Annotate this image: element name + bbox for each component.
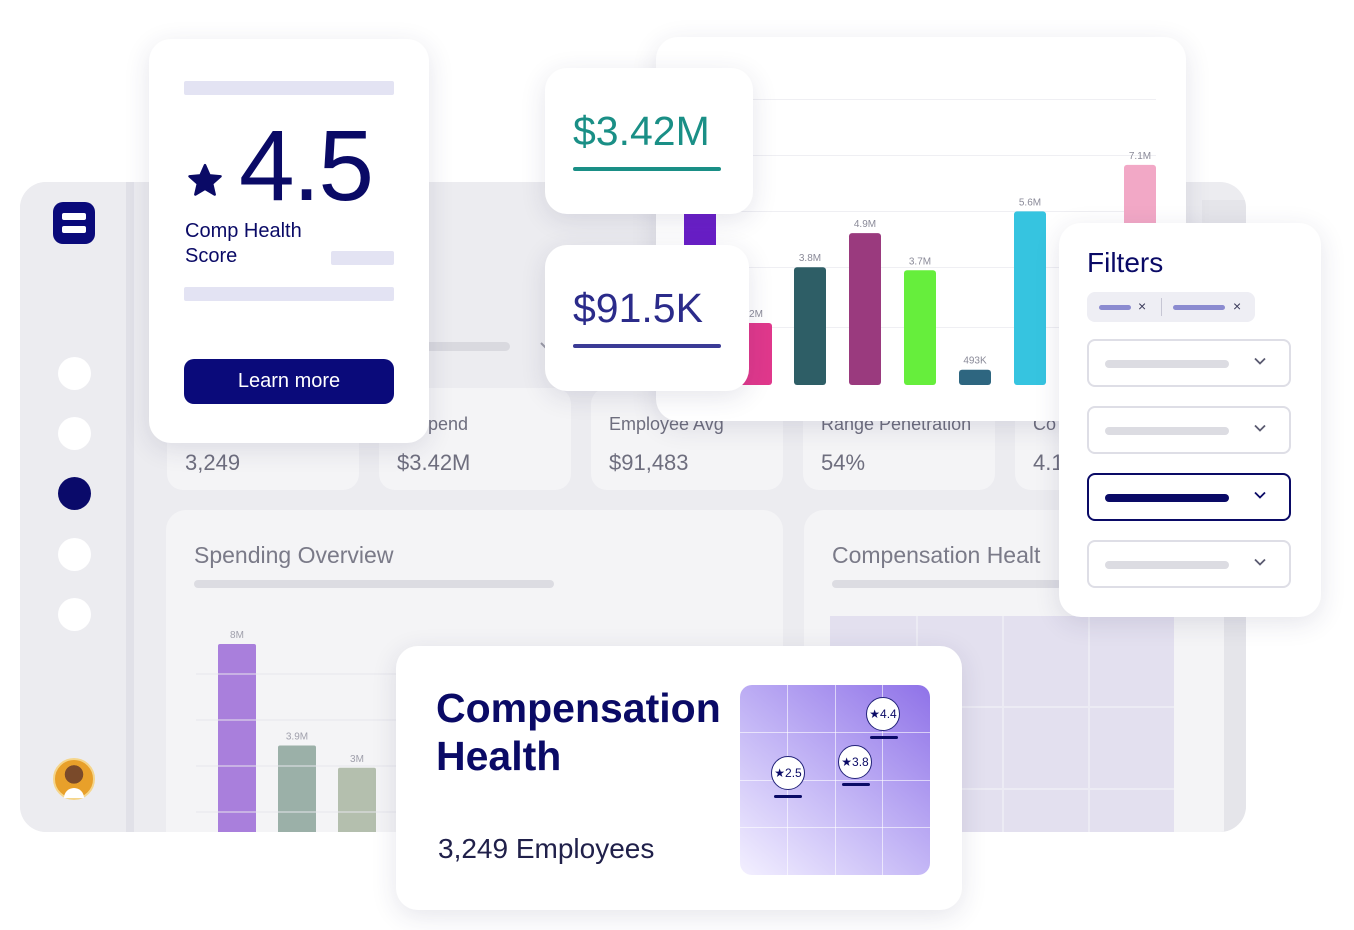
employee-avg-card: $91.5K xyxy=(545,245,749,391)
comp-health-title: Compensation Health xyxy=(436,685,721,779)
close-icon[interactable]: × xyxy=(1233,298,1242,314)
stat-value: $3.42M xyxy=(397,450,471,475)
bar-7 xyxy=(1014,211,1046,385)
bar-5 xyxy=(904,270,936,385)
panel-title: Compensation Healt xyxy=(832,542,1041,568)
filter-dropdown-4[interactable] xyxy=(1087,540,1291,588)
stat-value: 3,249 xyxy=(185,450,241,475)
bar-label: 493K xyxy=(963,356,987,367)
employee-count: 3,249 Employees xyxy=(438,833,655,864)
filter-chip-2 xyxy=(1173,305,1225,310)
panel-underline xyxy=(194,580,554,588)
total-spend-card: $3.42M xyxy=(545,68,753,214)
placeholder-line xyxy=(184,287,394,301)
score-label: Comp Health Score xyxy=(185,220,302,267)
comp-health-score-card: 4.5 Comp Health Score Learn more xyxy=(149,39,429,443)
bar-label: 4.9M xyxy=(854,219,876,230)
score-pin-top[interactable]: ★4.4 xyxy=(866,697,900,731)
chevron-down-icon xyxy=(1254,357,1266,365)
bar-4 xyxy=(849,233,881,385)
panel-title: Spending Overview xyxy=(194,542,394,568)
spend-bar-label: 8M xyxy=(230,630,244,641)
sidebar-divider xyxy=(126,182,134,832)
spend-bar-3 xyxy=(338,767,376,832)
score-pin-left[interactable]: ★2.5 xyxy=(771,756,805,790)
filter-dropdown-1[interactable] xyxy=(1087,339,1291,387)
total-spend-underline xyxy=(573,167,721,171)
bar-label: 3.8M xyxy=(799,253,821,264)
stat-value: 54% xyxy=(821,450,866,475)
filter-dropdown-2[interactable] xyxy=(1087,406,1291,454)
dashboard-select[interactable] xyxy=(410,326,560,366)
nav-item-1[interactable] xyxy=(58,357,91,390)
compensation-quadrant: ★4.4 ★3.8 ★2.5 xyxy=(740,685,930,875)
bar-label: 2M xyxy=(749,309,763,320)
app-logo-icon[interactable] xyxy=(53,202,95,244)
filter-dropdown-3-selected[interactable] xyxy=(1087,473,1291,521)
filters-panel: Filters × × xyxy=(1059,223,1321,617)
star-icon xyxy=(188,163,222,196)
bar-label: 5.6M xyxy=(1019,197,1041,208)
score-value: 4.5 xyxy=(239,110,374,222)
placeholder-line xyxy=(184,81,394,95)
panel-underline xyxy=(832,580,1062,588)
chevron-down-icon xyxy=(1254,558,1266,566)
chevron-down-icon xyxy=(1254,424,1266,432)
total-spend-value: $3.42M xyxy=(573,108,710,154)
filter-chips: × × xyxy=(1087,292,1255,322)
nav-item-3-active[interactable] xyxy=(58,477,91,510)
spend-bar-1 xyxy=(218,644,256,832)
bar-3 xyxy=(794,267,826,385)
stat-value: $91,483 xyxy=(609,450,689,475)
bar-label: 3.7M xyxy=(909,256,931,267)
employee-avg-underline xyxy=(573,344,721,348)
bar-label: 7.1M xyxy=(1129,151,1151,162)
employee-avg-value: $91.5K xyxy=(573,285,703,331)
bar-6 xyxy=(959,369,991,385)
close-icon[interactable]: × xyxy=(1138,298,1147,314)
filters-title: Filters xyxy=(1087,247,1164,278)
stat-value: 4.1 xyxy=(1033,450,1064,475)
compensation-health-card: Compensation Health 3,249 Employees ★4.4… xyxy=(396,646,962,910)
spend-bar-label: 3M xyxy=(350,754,364,765)
learn-more-button[interactable]: Learn more xyxy=(184,359,394,404)
sidebar xyxy=(20,182,128,832)
placeholder-line xyxy=(331,251,394,265)
score-pin-center[interactable]: ★3.8 xyxy=(838,745,872,779)
nav-item-2[interactable] xyxy=(58,417,91,450)
spend-bar-2 xyxy=(278,745,316,832)
filter-chip-1 xyxy=(1099,305,1131,310)
nav-item-5[interactable] xyxy=(58,598,91,631)
user-avatar[interactable] xyxy=(53,758,95,800)
spend-bar-label: 3.9M xyxy=(286,731,308,742)
chevron-down-icon xyxy=(1254,491,1266,499)
nav-item-4[interactable] xyxy=(58,538,91,571)
